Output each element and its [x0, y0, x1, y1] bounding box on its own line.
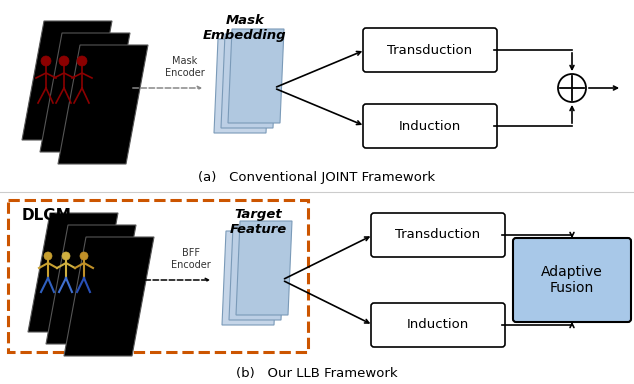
FancyBboxPatch shape: [363, 104, 497, 148]
Polygon shape: [58, 45, 148, 164]
Polygon shape: [228, 29, 284, 123]
FancyBboxPatch shape: [371, 303, 505, 347]
Text: Mask
Encoder: Mask Encoder: [165, 56, 205, 78]
Polygon shape: [64, 237, 154, 356]
Text: (b)   Our LLB Framework: (b) Our LLB Framework: [236, 367, 398, 381]
Text: BFF
Encoder: BFF Encoder: [171, 248, 211, 270]
Text: Transduction: Transduction: [387, 43, 472, 56]
Polygon shape: [40, 33, 130, 152]
Circle shape: [59, 56, 69, 66]
Circle shape: [62, 252, 70, 260]
Polygon shape: [214, 39, 270, 133]
Circle shape: [80, 252, 88, 260]
Circle shape: [41, 56, 51, 66]
Circle shape: [77, 56, 87, 66]
Polygon shape: [229, 226, 285, 320]
FancyBboxPatch shape: [513, 238, 631, 322]
Polygon shape: [221, 34, 277, 128]
Text: Target
Feature: Target Feature: [230, 208, 287, 236]
Text: Induction: Induction: [399, 119, 461, 132]
Polygon shape: [28, 213, 118, 332]
FancyBboxPatch shape: [363, 28, 497, 72]
FancyBboxPatch shape: [371, 213, 505, 257]
Text: Induction: Induction: [407, 318, 469, 331]
Text: Transduction: Transduction: [396, 228, 481, 242]
Text: Mask
Embedding: Mask Embedding: [203, 14, 287, 42]
Text: Adaptive
Fusion: Adaptive Fusion: [541, 265, 603, 295]
Polygon shape: [236, 221, 292, 315]
Text: (a)   Conventional JOINT Framework: (a) Conventional JOINT Framework: [198, 172, 436, 184]
Text: DLGM: DLGM: [22, 207, 72, 222]
Circle shape: [44, 252, 52, 260]
Polygon shape: [222, 231, 278, 325]
Polygon shape: [22, 21, 112, 140]
Polygon shape: [46, 225, 136, 344]
